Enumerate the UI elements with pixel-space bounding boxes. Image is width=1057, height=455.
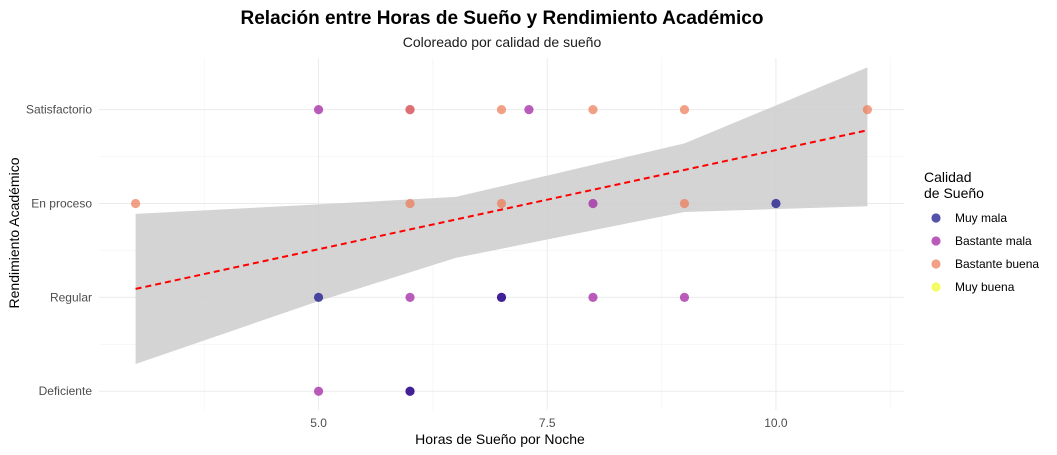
- confidence-band-area: [135, 67, 868, 365]
- data-point: [679, 198, 690, 209]
- x-axis-title: Horas de Sueño por Noche: [415, 431, 585, 447]
- data-point: [496, 105, 507, 115]
- data-point: [405, 198, 415, 209]
- y-tick-label: Deficiente: [39, 384, 93, 398]
- legend-label: Muy buena: [955, 280, 1015, 294]
- x-tick-label: 7.5: [539, 416, 556, 430]
- data-point: [496, 198, 507, 209]
- legend: Calidad de Sueño Muy mala Bastante mala Ba…: [924, 169, 1039, 294]
- legend-key: [931, 282, 941, 292]
- data-point: [496, 292, 507, 302]
- x-tick-label: 10.0: [764, 416, 788, 430]
- data-point: [679, 292, 690, 302]
- y-tick-label: Regular: [50, 290, 92, 304]
- data-point: [524, 105, 534, 115]
- y-tick-label: Satisfactorio: [26, 103, 92, 117]
- y-tick-labels: Deficiente Regular En proceso Satisfactorio: [26, 103, 92, 399]
- data-point: [313, 292, 324, 302]
- legend-key: [931, 236, 941, 246]
- data-point: [405, 386, 415, 396]
- legend-key: [931, 213, 941, 223]
- data-point: [313, 105, 324, 115]
- x-tick-labels: 5.0 7.5 10.0: [310, 416, 788, 430]
- data-point: [313, 386, 324, 396]
- data-point: [588, 198, 598, 209]
- trend-line: [135, 129, 868, 290]
- legend-title-line2: de Sueño: [924, 185, 984, 201]
- data-point: [405, 105, 415, 115]
- data-point: [771, 198, 781, 209]
- x-tick-label: 5.0: [310, 416, 327, 430]
- data-point: [130, 198, 141, 209]
- legend-key: [931, 259, 941, 269]
- data-point: [405, 292, 415, 302]
- confidence-band: [135, 67, 868, 365]
- data-point: [862, 105, 873, 115]
- legend-label: Muy mala: [955, 211, 1007, 225]
- data-point: [588, 105, 598, 115]
- legend-title-line1: Calidad: [924, 169, 971, 185]
- y-tick-label: En proceso: [31, 196, 92, 210]
- data-point: [588, 292, 598, 302]
- y-axis-title: Rendimiento Académico: [6, 157, 22, 308]
- chart-title: Relación entre Horas de Sueño y Rendimie…: [241, 8, 764, 29]
- legend-label: Bastante buena: [955, 257, 1039, 271]
- legend-label: Bastante mala: [955, 234, 1032, 248]
- chart-subtitle: Coloreado por calidad de sueño: [403, 34, 602, 50]
- trend-line-group: [135, 129, 868, 290]
- data-point: [679, 105, 690, 115]
- data-points: [130, 105, 873, 396]
